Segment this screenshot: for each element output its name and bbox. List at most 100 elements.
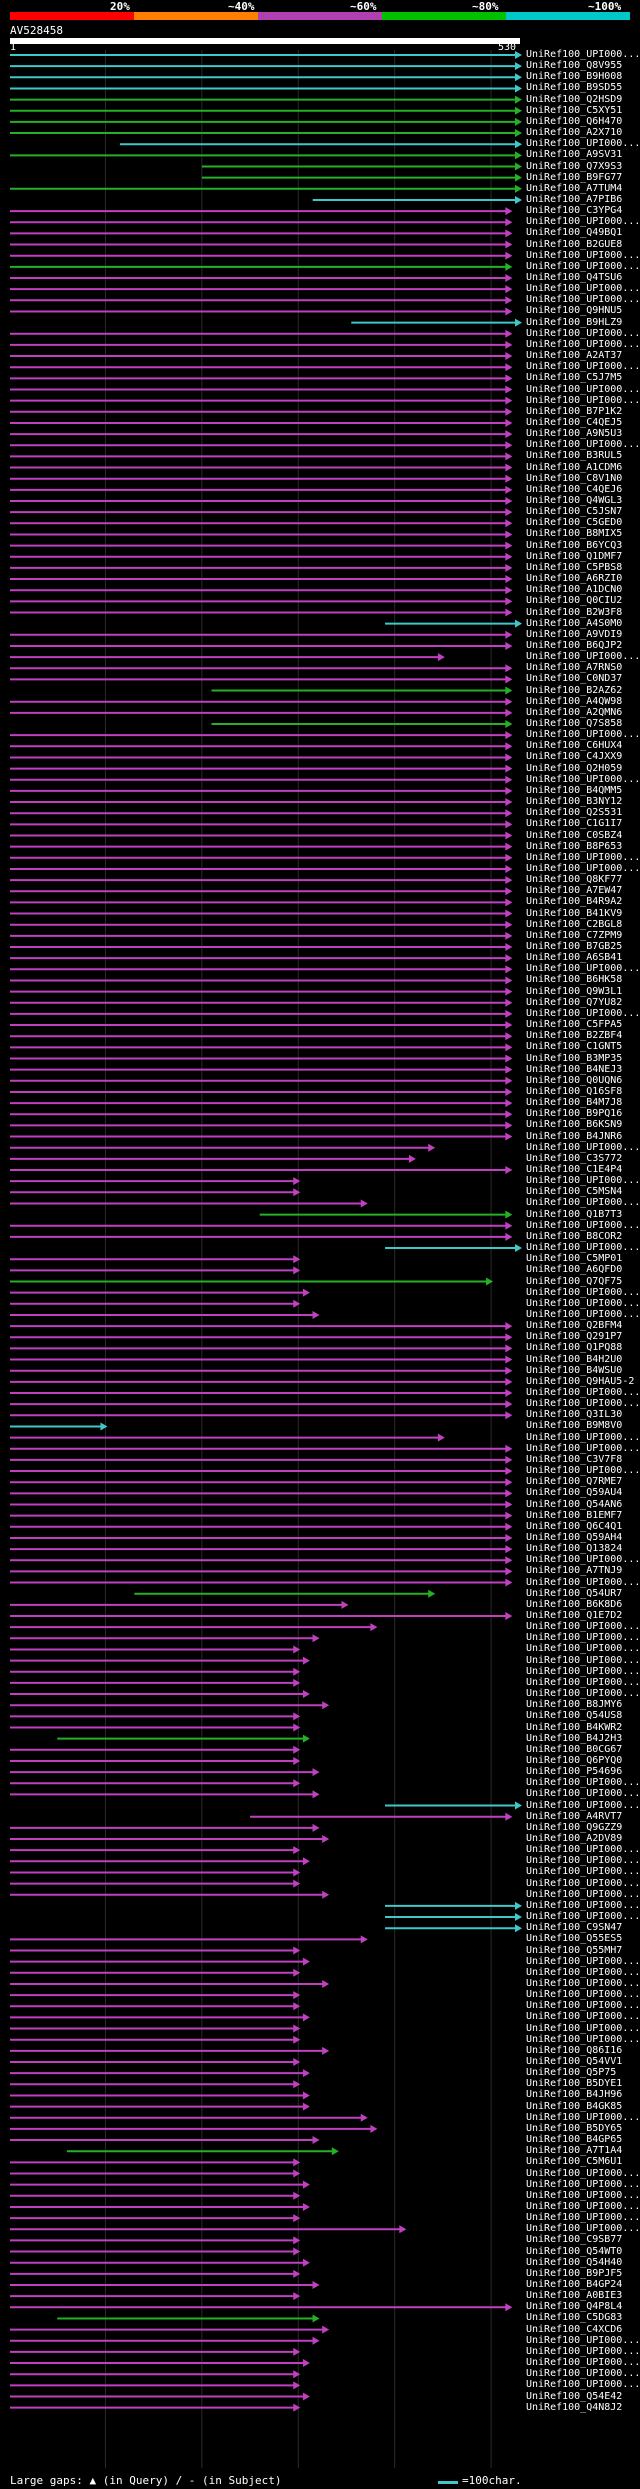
hit-label[interactable]: UniRef100_UPI000... [526, 2200, 640, 2212]
hit-label[interactable]: UniRef100_C5MP01 [526, 1253, 623, 1265]
hit-label[interactable]: UniRef100_B4H2U0 [526, 1353, 623, 1365]
hit-label[interactable]: UniRef100_B4GK85 [526, 2100, 623, 2112]
hit-label[interactable]: UniRef100_A9SV31 [526, 149, 623, 161]
hit-line[interactable] [10, 1422, 108, 1431]
hit-line[interactable] [10, 129, 522, 138]
hit-line[interactable] [201, 173, 522, 182]
hit-line[interactable] [10, 909, 513, 918]
hit-line[interactable] [10, 630, 513, 639]
hit-line[interactable] [10, 2180, 310, 2189]
hit-line[interactable] [10, 1288, 310, 1297]
hit-line[interactable] [10, 2069, 310, 2078]
hit-line[interactable] [10, 1366, 513, 1375]
hit-label[interactable]: UniRef100_UPI000... [526, 1676, 640, 1688]
hit-line[interactable] [10, 1132, 513, 1141]
hit-label[interactable]: UniRef100_UPI000... [526, 1219, 640, 1231]
hit-line[interactable] [10, 1545, 513, 1554]
hit-label[interactable]: UniRef100_C3S772 [526, 1152, 623, 1164]
hit-line[interactable] [10, 1868, 301, 1877]
hit-label[interactable]: UniRef100_UPI000... [526, 2111, 640, 2123]
hit-label[interactable]: UniRef100_UPI000... [526, 327, 640, 339]
hit-line[interactable] [312, 195, 522, 204]
hit-label[interactable]: UniRef100_UPI000... [526, 1855, 640, 1867]
hit-label[interactable]: UniRef100_C5J7M5 [526, 372, 623, 384]
hit-line[interactable] [10, 1121, 513, 1130]
hit-label[interactable]: UniRef100_UPI000... [526, 1799, 640, 1811]
hit-label[interactable]: UniRef100_UPI000... [526, 1989, 640, 2001]
hit-label[interactable]: UniRef100_B8COR2 [526, 1230, 623, 1242]
hit-label[interactable]: UniRef100_C1GNT5 [526, 1041, 623, 1053]
hit-line[interactable] [10, 184, 522, 193]
hit-line[interactable] [10, 73, 522, 82]
hit-line[interactable] [10, 2113, 368, 2122]
hit-label[interactable]: UniRef100_Q54VV1 [526, 2056, 623, 2067]
hit-line[interactable] [10, 508, 513, 517]
hit-line[interactable] [10, 1690, 310, 1699]
hit-label[interactable]: UniRef100_UPI000... [526, 260, 640, 272]
hit-label[interactable]: UniRef100_A2DV89 [526, 1833, 623, 1844]
hit-line[interactable] [10, 2013, 310, 2022]
hit-label[interactable]: UniRef100_UPI000... [526, 2368, 640, 2380]
hit-line[interactable] [10, 363, 513, 372]
hit-label[interactable]: UniRef100_Q2S531 [526, 807, 623, 819]
hit-line[interactable] [10, 2336, 320, 2345]
hit-line[interactable] [10, 2281, 320, 2289]
hit-label[interactable]: UniRef100_UPI000... [526, 439, 640, 451]
hit-line[interactable] [10, 2169, 301, 2178]
hit-line[interactable] [259, 1210, 513, 1219]
hit-label[interactable]: UniRef100_B1EMF7 [526, 1509, 623, 1521]
hit-line[interactable] [10, 1556, 513, 1565]
hit-label[interactable]: UniRef100_UPI000... [526, 1621, 640, 1633]
hit-line[interactable] [10, 2136, 320, 2145]
hit-label[interactable]: UniRef100_B4JNR6 [526, 1130, 623, 1142]
hit-label[interactable]: UniRef100_UPI000... [526, 1197, 640, 1209]
hit-line[interactable] [10, 430, 513, 439]
hit-label[interactable]: UniRef100_A6RZI0 [526, 573, 623, 585]
hit-label[interactable]: UniRef100_C9SN47 [526, 1922, 623, 1934]
hit-line[interactable] [10, 1411, 513, 1420]
hit-line[interactable] [10, 965, 513, 974]
hit-label[interactable]: UniRef100_A7TNJ9 [526, 1565, 623, 1577]
hit-label[interactable]: UniRef100_Q54WT0 [526, 2245, 623, 2257]
hit-line[interactable] [10, 151, 522, 160]
hit-line[interactable] [10, 898, 513, 907]
hit-label[interactable]: UniRef100_C0ND37 [526, 673, 623, 685]
hit-label[interactable]: UniRef100_C1E4P4 [526, 1164, 623, 1175]
hit-line[interactable] [10, 229, 513, 238]
hit-line[interactable] [10, 998, 513, 1007]
hit-label[interactable]: UniRef100_Q7YU82 [526, 996, 623, 1008]
hit-line[interactable] [10, 541, 513, 550]
hit-line[interactable] [10, 2292, 301, 2301]
hit-line[interactable] [10, 296, 513, 305]
hit-line[interactable] [10, 2347, 301, 2356]
hit-line[interactable] [10, 1835, 330, 1843]
hit-label[interactable]: UniRef100_Q9W3L1 [526, 985, 623, 997]
hit-label[interactable]: UniRef100_UPI000... [526, 1654, 640, 1666]
hit-line[interactable] [10, 418, 513, 427]
hit-label[interactable]: UniRef100_UPI000... [526, 1576, 640, 1588]
hit-line[interactable] [10, 2035, 301, 2044]
hit-label[interactable]: UniRef100_UPI000... [526, 1888, 640, 1900]
hit-line[interactable] [10, 1277, 494, 1286]
hit-label[interactable]: UniRef100_UPI000... [526, 1175, 640, 1187]
hit-line[interactable] [201, 162, 522, 171]
hit-line[interactable] [385, 1901, 522, 1910]
hit-line[interactable] [10, 1500, 513, 1509]
hit-line[interactable] [10, 1199, 368, 1208]
hit-line[interactable] [119, 140, 522, 149]
hit-label[interactable]: UniRef100_UPI000... [526, 394, 640, 406]
hit-line[interactable] [250, 1812, 513, 1821]
hit-line[interactable] [385, 1924, 522, 1933]
hit-label[interactable]: UniRef100_UPI000... [526, 1286, 640, 1298]
hit-label[interactable]: UniRef100_Q291P7 [526, 1331, 623, 1343]
hit-line[interactable] [10, 1355, 513, 1364]
hit-line[interactable] [10, 1389, 513, 1397]
hit-label[interactable]: UniRef100_A6SB41 [526, 952, 623, 964]
hit-line[interactable] [10, 307, 513, 316]
hit-label[interactable]: UniRef100_UPI000... [526, 2357, 640, 2369]
hit-line[interactable] [10, 106, 522, 115]
hit-label[interactable]: UniRef100_Q7S858 [526, 718, 623, 729]
hit-line[interactable] [10, 1455, 513, 1464]
hit-line[interactable] [10, 954, 513, 963]
hit-line[interactable] [10, 2236, 301, 2245]
